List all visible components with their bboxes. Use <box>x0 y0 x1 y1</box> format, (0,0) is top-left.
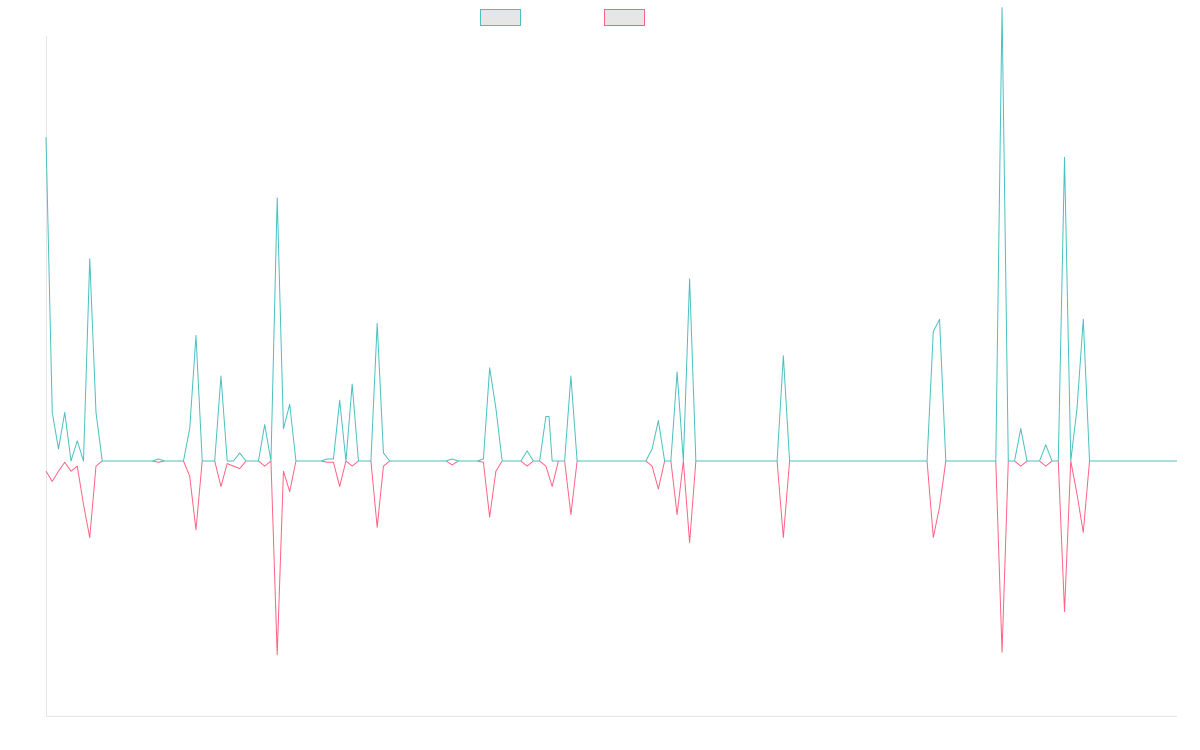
legend-swatch-series-2[interactable] <box>604 9 645 26</box>
legend-swatch-series-1[interactable] <box>480 9 521 26</box>
series-layer <box>45 7 1177 656</box>
series-2-line[interactable] <box>45 460 1177 656</box>
legend <box>480 9 645 26</box>
series-1-line[interactable] <box>45 7 1177 462</box>
